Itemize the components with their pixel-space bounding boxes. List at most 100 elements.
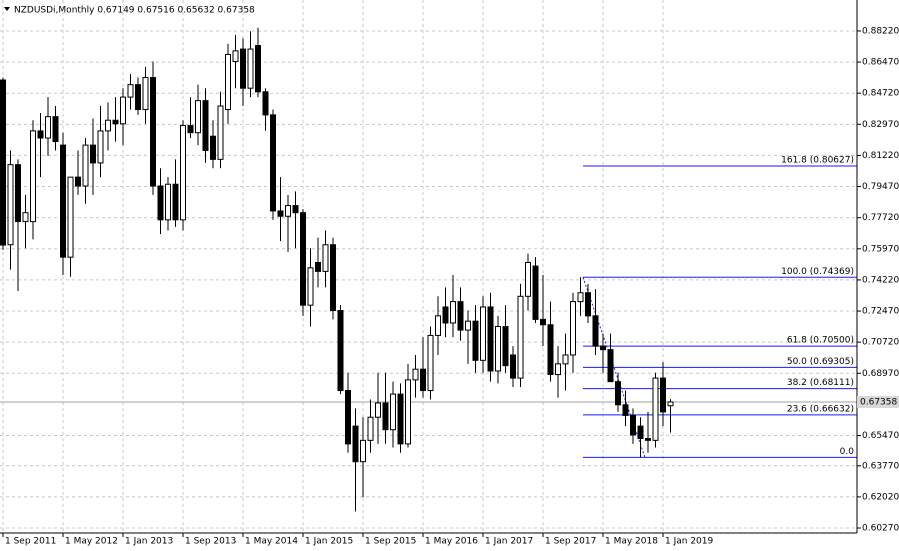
candle-body bbox=[307, 267, 314, 306]
y-tick-label: 0.63770 bbox=[862, 461, 899, 471]
candle-body bbox=[285, 205, 291, 217]
x-tick-label: 1 May 2014 bbox=[245, 537, 298, 547]
x-tick-label: 1 Sep 2013 bbox=[185, 537, 236, 547]
candle-body bbox=[157, 185, 164, 221]
candle-body bbox=[180, 125, 186, 221]
x-tick-label: 1 Jan 2015 bbox=[305, 537, 353, 547]
symbol-icon bbox=[4, 7, 10, 11]
candle-body bbox=[270, 114, 276, 212]
price-label: 0.67358 bbox=[860, 397, 897, 407]
candle-body bbox=[652, 377, 659, 441]
candle-body bbox=[217, 105, 224, 160]
y-tick-label: 0.70720 bbox=[862, 338, 899, 348]
y-tick-label: 0.86470 bbox=[862, 58, 899, 68]
candle-body bbox=[22, 212, 29, 223]
y-tick-label: 0.65470 bbox=[862, 431, 899, 441]
chart-title: NZDUSDi,Monthly 0.67149 0.67516 0.65632 … bbox=[14, 6, 255, 16]
x-tick-label: 1 Sep 2017 bbox=[545, 537, 596, 547]
y-tick-label: 0.82970 bbox=[862, 120, 899, 130]
candle-body bbox=[232, 50, 239, 63]
candle-body bbox=[667, 401, 674, 407]
candle-body bbox=[615, 381, 621, 406]
candle-body bbox=[210, 135, 216, 160]
candle-body bbox=[442, 306, 449, 324]
candle-body bbox=[187, 125, 194, 134]
grid bbox=[0, 0, 857, 533]
candle-body bbox=[637, 425, 644, 440]
candle-body bbox=[322, 244, 329, 272]
candle-body bbox=[45, 116, 51, 139]
candle-body bbox=[457, 301, 464, 331]
y-tick-label: 0.79470 bbox=[862, 182, 899, 192]
candle-body bbox=[150, 77, 156, 187]
candle-body bbox=[577, 292, 584, 303]
candle-body bbox=[202, 100, 209, 151]
candle-body bbox=[60, 144, 66, 258]
x-tick-label: 1 May 2012 bbox=[65, 537, 118, 547]
candle-body bbox=[367, 416, 374, 441]
y-tick-label: 0.77720 bbox=[862, 213, 899, 223]
x-tick-label: 1 May 2016 bbox=[425, 537, 478, 547]
candle-body bbox=[555, 363, 561, 376]
candle-body bbox=[97, 130, 104, 164]
candle-body bbox=[292, 205, 299, 214]
candle-body bbox=[247, 48, 254, 89]
x-tick-label: 1 Sep 2011 bbox=[5, 537, 56, 547]
fib-label: 161.8 (0.80627) bbox=[781, 155, 854, 165]
y-tick-label: 0.62020 bbox=[862, 492, 899, 502]
x-tick-label: 1 Sep 2015 bbox=[365, 537, 416, 547]
candle-body bbox=[472, 320, 479, 361]
candle-body bbox=[607, 349, 614, 383]
candle-body bbox=[502, 326, 509, 367]
candles bbox=[0, 27, 674, 512]
candle-body bbox=[562, 354, 569, 365]
candle-body bbox=[592, 315, 599, 347]
candle-body bbox=[660, 377, 666, 413]
candle-body bbox=[465, 320, 471, 331]
fib-label: 38.2 (0.68111) bbox=[787, 378, 854, 388]
candle-body bbox=[375, 402, 381, 418]
y-tick-label: 0.81220 bbox=[862, 151, 899, 161]
y-tick-label: 0.88220 bbox=[862, 26, 899, 36]
candle-body bbox=[172, 183, 179, 221]
candle-body bbox=[7, 164, 14, 246]
x-tick-label: 1 Jan 2013 bbox=[125, 537, 173, 547]
candle-body bbox=[262, 91, 269, 116]
candle-body bbox=[495, 326, 501, 372]
candle-body bbox=[105, 119, 111, 132]
candle-body bbox=[600, 345, 606, 351]
candle-body bbox=[397, 393, 404, 445]
candle-body bbox=[75, 176, 81, 187]
candle-body bbox=[345, 390, 351, 445]
candle-body bbox=[127, 84, 134, 98]
candle-body bbox=[427, 334, 434, 392]
candle-body bbox=[112, 119, 119, 125]
candle-body bbox=[15, 164, 21, 223]
candle-body bbox=[142, 77, 149, 111]
candle-body bbox=[52, 116, 59, 143]
candle-body bbox=[255, 45, 261, 93]
candle-body bbox=[412, 368, 419, 381]
fibonacci: 161.8 (0.80627) 100.0 (0.74369) 61.8 (0.70… bbox=[582, 155, 857, 458]
candle-body bbox=[450, 301, 456, 324]
x-tick-label: 1 May 2018 bbox=[605, 537, 658, 547]
candle-body bbox=[510, 354, 516, 379]
candle-body bbox=[622, 404, 629, 416]
candle-body bbox=[585, 292, 591, 317]
candle-body bbox=[645, 438, 651, 441]
fib-label: 61.8 (0.70500) bbox=[787, 336, 854, 346]
candle-body bbox=[435, 315, 441, 336]
y-tick-label: 0.75970 bbox=[862, 244, 899, 254]
candle-body bbox=[240, 48, 246, 89]
candle-body bbox=[540, 318, 546, 326]
candle-body bbox=[135, 84, 141, 111]
candle-body bbox=[570, 301, 576, 356]
candle-body bbox=[330, 244, 336, 312]
candle-body bbox=[0, 79, 6, 246]
candle-body bbox=[525, 261, 531, 297]
candle-body bbox=[225, 53, 231, 111]
candle-body bbox=[360, 439, 366, 463]
